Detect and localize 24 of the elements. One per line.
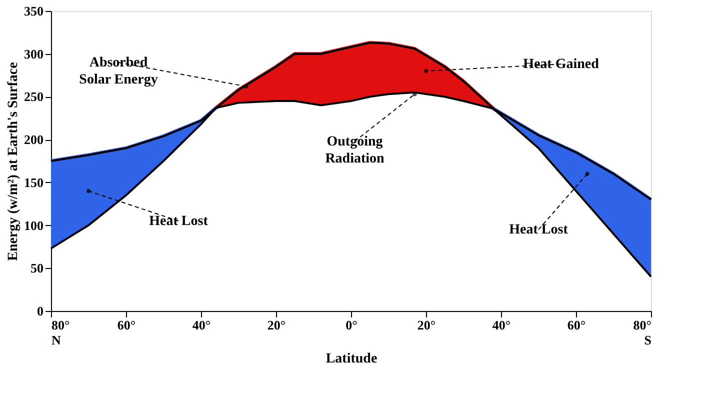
x-tick-label: 60° [117, 318, 136, 332]
x-tick-label: 20° [267, 318, 286, 332]
annotation: Heat Lost [509, 222, 568, 238]
x-tick-label: 40° [192, 318, 211, 332]
x-axis-title: Latitude [326, 352, 378, 366]
y-tick-label: 50 [30, 260, 44, 276]
x-tick-label: 80° N [52, 318, 70, 348]
x-tick-label: 20° [417, 318, 436, 332]
y-axis-title: Energy (w/m²) at Earth's Surface [6, 62, 21, 261]
y-tick-label: 250 [24, 89, 44, 104]
x-tick-label: 40° [492, 318, 511, 332]
y-tick-label: 0 [37, 304, 44, 318]
annotation: Outgoing Radiation [325, 134, 385, 166]
y-tick-label: 150 [24, 174, 44, 190]
y-tick-label: 350 [24, 4, 44, 18]
x-tick-label: 80° S [633, 318, 652, 348]
annotation: Heat Gained [523, 57, 600, 72]
annotation: Absorbed Solar Energy [79, 55, 158, 88]
x-tick-label: 60° [567, 318, 586, 332]
y-tick-label: 200 [24, 132, 44, 148]
y-tick-label: 100 [24, 218, 44, 233]
y-tick-label: 300 [24, 46, 44, 62]
annotation: Heat Lost [149, 214, 208, 229]
x-tick-label: 0° [346, 318, 358, 332]
